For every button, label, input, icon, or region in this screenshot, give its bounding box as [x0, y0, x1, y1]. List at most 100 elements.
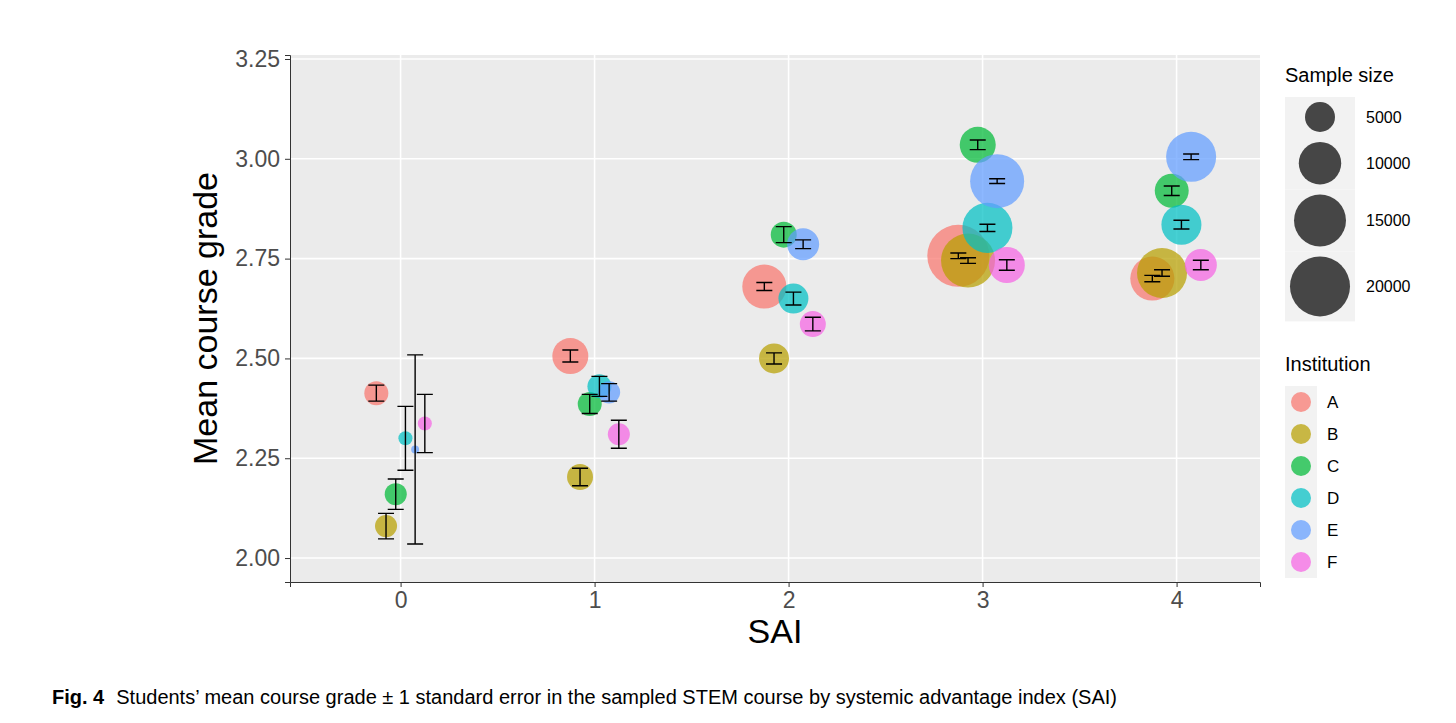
error-bar — [417, 394, 433, 452]
error-bar — [776, 227, 792, 243]
plot-background — [290, 55, 1260, 582]
tick-mark — [285, 259, 290, 260]
legend-size-key — [1290, 256, 1350, 316]
legend-label: F — [1327, 553, 1337, 572]
bubble — [1185, 249, 1217, 281]
grid-line-y — [290, 557, 1260, 559]
legend-key-bg — [1285, 189, 1355, 251]
error-bar — [1154, 270, 1170, 276]
legend-key-bg — [1285, 251, 1355, 321]
bubble — [598, 381, 620, 403]
tick-mark — [285, 458, 290, 459]
caption-text: Students’ mean course grade ± 1 standard… — [116, 686, 1117, 708]
bubble — [759, 343, 789, 373]
x-axis: 01234 — [291, 582, 1261, 613]
chart: 2.002.252.502.753.003.2501234SAIMean cou… — [0, 0, 1456, 723]
legend-color-key — [1291, 520, 1311, 540]
legend-label: 5000 — [1366, 109, 1402, 126]
bubble — [1166, 132, 1216, 182]
error-bar — [1164, 186, 1180, 196]
tick-label: 1 — [589, 587, 602, 613]
bubble — [962, 203, 1012, 253]
legend-color-key — [1291, 488, 1311, 508]
legend-key-bg — [1285, 418, 1317, 450]
legend-label: C — [1327, 457, 1339, 476]
error-bar — [1173, 220, 1189, 229]
series-bubbles — [375, 234, 1187, 538]
legend-size-key — [1294, 194, 1346, 246]
legend-key-bg — [1285, 137, 1355, 189]
error-bar — [388, 479, 404, 509]
error-bar — [1193, 260, 1209, 270]
series-bubbles — [418, 247, 1217, 445]
bubble — [1137, 248, 1187, 298]
tick-label: 3.25 — [235, 46, 280, 72]
legend-label: E — [1327, 521, 1338, 540]
grid-line-y — [290, 258, 1260, 260]
tick-mark — [285, 558, 290, 559]
legend-size-key — [1305, 102, 1335, 132]
error-bar — [407, 355, 423, 544]
legend-color-key — [1291, 552, 1311, 572]
legend-key-bg — [1285, 514, 1317, 546]
legend-label: D — [1327, 489, 1339, 508]
series-bubbles — [385, 127, 1189, 505]
grid — [290, 55, 1260, 582]
grid-line-x — [788, 55, 790, 582]
error-bar — [591, 376, 607, 396]
legend-key-bg — [1285, 97, 1355, 137]
error-bar — [397, 406, 413, 470]
series-errorbars — [407, 154, 1199, 544]
error-bar — [766, 353, 782, 364]
tick: 2.25 — [235, 445, 290, 471]
legend-key-bg — [1285, 450, 1317, 482]
legend-label: 10000 — [1366, 155, 1411, 172]
series-bubbles — [411, 132, 1216, 454]
grid-line-y — [290, 158, 1260, 160]
legend-label: B — [1327, 425, 1338, 444]
bubble — [970, 154, 1024, 208]
size-legend: 5000100001500020000 — [1285, 97, 1411, 321]
tick-label: 3.00 — [235, 146, 280, 172]
error-bar — [805, 317, 821, 331]
tick-label: 2.25 — [235, 445, 280, 471]
tick-mark — [1177, 582, 1178, 587]
caption: Fig. 4Students’ mean course grade ± 1 st… — [52, 686, 1117, 708]
tick-label: 4 — [1171, 587, 1184, 613]
bubble — [989, 247, 1025, 283]
error-bar — [562, 350, 578, 362]
error-bar — [378, 513, 394, 539]
legend-size-key — [1299, 142, 1341, 184]
x-axis-title: SAI — [748, 612, 803, 650]
error-bar — [785, 292, 801, 305]
legend-color-key — [1291, 392, 1311, 412]
grid-line-y — [290, 457, 1260, 459]
tick: 1 — [589, 582, 602, 613]
series-errorbars — [368, 253, 1160, 401]
y-axis-title: Mean course grade — [186, 172, 224, 465]
tick-label: 2 — [783, 587, 796, 613]
error-bar — [611, 420, 627, 448]
series-errorbars — [397, 220, 1189, 470]
tick: 0 — [395, 582, 408, 613]
legend-title: Institution — [1285, 353, 1371, 375]
tick: 3.00 — [235, 146, 290, 172]
bubble — [1161, 205, 1201, 245]
legend-key-bg — [1285, 546, 1317, 578]
tick-mark — [595, 582, 596, 587]
series-errorbars — [378, 258, 1170, 539]
grid-line-y — [290, 58, 1260, 60]
tick-mark — [401, 582, 402, 587]
legend-label: 20000 — [1366, 278, 1411, 295]
y-axis: 2.002.252.502.753.003.25 — [235, 46, 290, 583]
error-bar — [795, 240, 811, 249]
tick-label: 0 — [395, 587, 408, 613]
tick-mark — [285, 358, 290, 359]
legend-color-key — [1291, 456, 1311, 476]
axis-line — [291, 583, 1261, 588]
error-bar — [989, 179, 1005, 184]
legend-key-bg — [1285, 482, 1317, 514]
error-bar — [572, 468, 588, 486]
tick: 2 — [783, 582, 796, 613]
error-bar — [582, 394, 598, 413]
